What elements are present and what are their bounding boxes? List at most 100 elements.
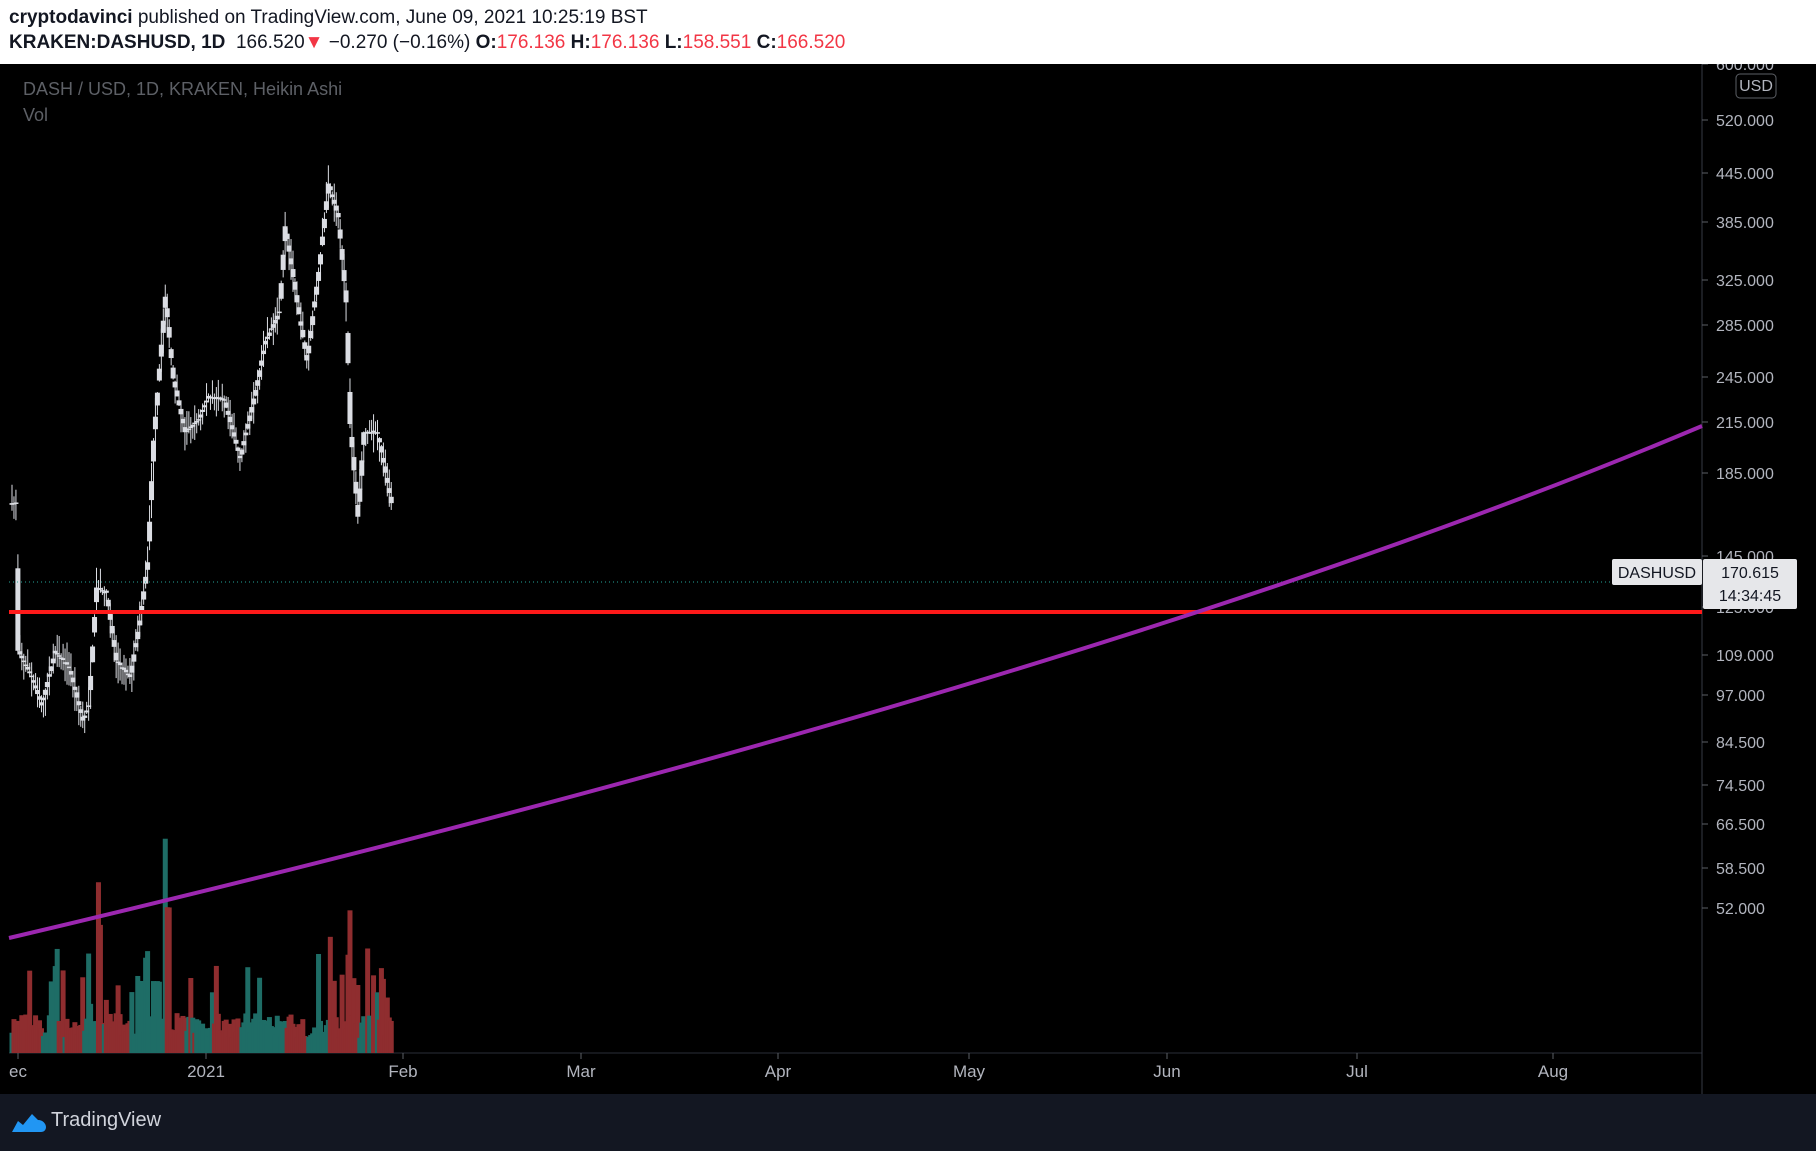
candle-body xyxy=(176,400,182,406)
candle-body xyxy=(384,477,390,483)
volume-legend-title[interactable]: Vol xyxy=(23,105,49,125)
series-legend-title[interactable]: DASH / USD, 1D, KRAKEN, Heikin Ashi xyxy=(23,79,343,99)
volume-bar xyxy=(388,1020,394,1053)
candle-body xyxy=(274,315,280,320)
candle-body xyxy=(198,414,204,418)
candle-body xyxy=(141,591,147,600)
candle-body xyxy=(31,680,37,683)
candle-body xyxy=(188,426,194,428)
candle-body xyxy=(329,194,335,198)
candle-body xyxy=(351,457,357,471)
time-tick-label: Aug xyxy=(1538,1062,1568,1081)
candle-body xyxy=(76,701,82,706)
candle-body xyxy=(223,402,229,408)
candle-body xyxy=(306,345,312,354)
candle-body xyxy=(200,409,206,412)
candle-body xyxy=(135,631,141,640)
candle-body xyxy=(127,674,133,678)
candle-body xyxy=(162,296,168,308)
candlestick-series xyxy=(9,165,394,734)
candle-body xyxy=(359,460,365,476)
volume-bar xyxy=(135,975,141,1053)
candle-body xyxy=(264,336,270,339)
candle-body xyxy=(35,689,41,695)
candle-body xyxy=(82,715,88,718)
volume-bar xyxy=(333,1017,339,1053)
candle-body xyxy=(93,587,99,603)
candle-body xyxy=(290,269,296,278)
candle-body xyxy=(294,295,300,303)
candle-body xyxy=(219,398,225,400)
ohlc-line: KRAKEN:DASHUSD, 1D 166.520▼ −0.270 (−0.1… xyxy=(9,32,845,54)
candle-body xyxy=(147,521,153,542)
candle-body xyxy=(280,254,286,270)
candle-body xyxy=(323,201,329,210)
plot-background xyxy=(9,64,1702,1094)
price-tick-label: 385.000 xyxy=(1716,215,1774,232)
volume-bar xyxy=(48,981,54,1053)
volume-bar xyxy=(145,951,151,1053)
publish-line: cryptodavinci published on TradingView.c… xyxy=(9,7,648,29)
candle-body xyxy=(257,370,263,377)
footer-bar: TradingView xyxy=(0,1094,1816,1151)
candle-body xyxy=(192,422,198,425)
candle-body xyxy=(321,218,327,229)
price-change: −0.270 (−0.16%) xyxy=(328,32,471,53)
footer-brand[interactable]: TradingView xyxy=(51,1109,162,1131)
candle-body xyxy=(202,405,208,408)
candle-body xyxy=(50,658,56,664)
volume-bar xyxy=(174,1013,180,1053)
price-tick-label: 84.500 xyxy=(1716,735,1765,752)
price-tick-label: 325.000 xyxy=(1716,273,1774,290)
tradingview-logo-icon[interactable] xyxy=(10,1111,48,1133)
currency-badge[interactable]: USD xyxy=(1735,73,1777,99)
trend-line[interactable] xyxy=(8,424,1703,940)
price-tick-label: 66.500 xyxy=(1716,817,1765,834)
candle-body xyxy=(229,425,235,430)
price-chart[interactable]: 600.000 520.000 445.000 385.000 325.000 285.0… xyxy=(0,57,1816,1094)
high-value: 176.136 xyxy=(590,32,660,53)
candle-body xyxy=(111,640,117,647)
candle-body xyxy=(361,432,367,445)
published-text: published on TradingView.com, June 09, 2… xyxy=(132,7,648,28)
candle-body xyxy=(54,653,60,655)
author-name[interactable]: cryptodavinci xyxy=(9,7,133,28)
price-tick-label: 245.000 xyxy=(1716,370,1774,387)
candle-body xyxy=(33,685,39,689)
candle-body xyxy=(64,662,70,665)
candle-body xyxy=(312,301,318,308)
volume-bar xyxy=(365,948,371,1053)
price-tick-label: 109.000 xyxy=(1716,648,1774,665)
candle-body xyxy=(376,438,382,443)
candle-body xyxy=(227,416,233,423)
time-tick-label: Feb xyxy=(388,1062,417,1081)
candle-body xyxy=(304,355,310,361)
candle-body xyxy=(349,436,355,448)
candle-body xyxy=(288,258,294,265)
chart-area[interactable]: 600.000 520.000 445.000 385.000 325.000 285.0… xyxy=(0,57,1816,1094)
candle-body xyxy=(74,692,80,698)
candle-body xyxy=(17,651,23,655)
price-axis[interactable]: 600.000 520.000 445.000 385.000 325.000 285.0… xyxy=(1702,57,1774,918)
symbol-label: KRAKEN:DASHUSD, 1D xyxy=(9,32,226,53)
candle-body xyxy=(52,650,58,654)
candle-body xyxy=(164,308,170,318)
candle-body xyxy=(48,666,54,672)
candle-body xyxy=(86,705,92,707)
candle-body xyxy=(247,415,253,422)
candle-body xyxy=(369,432,375,434)
candle-body xyxy=(190,424,196,427)
candle-body xyxy=(68,671,74,675)
candle-body xyxy=(261,350,267,355)
candle-body xyxy=(341,270,347,282)
volume-bar xyxy=(316,953,322,1053)
candle-body xyxy=(103,590,109,593)
publish-header: cryptodavinci published on TradingView.c… xyxy=(0,0,1816,64)
candle-body xyxy=(235,447,241,451)
candle-body xyxy=(66,666,72,669)
time-tick-label: Jul xyxy=(1346,1062,1368,1081)
candle-body xyxy=(143,576,149,584)
time-axis[interactable]: ec 2021 Feb Mar Apr May Jun Jul Aug xyxy=(9,1053,1568,1081)
candle-body xyxy=(115,661,121,664)
candle-body xyxy=(388,496,394,504)
